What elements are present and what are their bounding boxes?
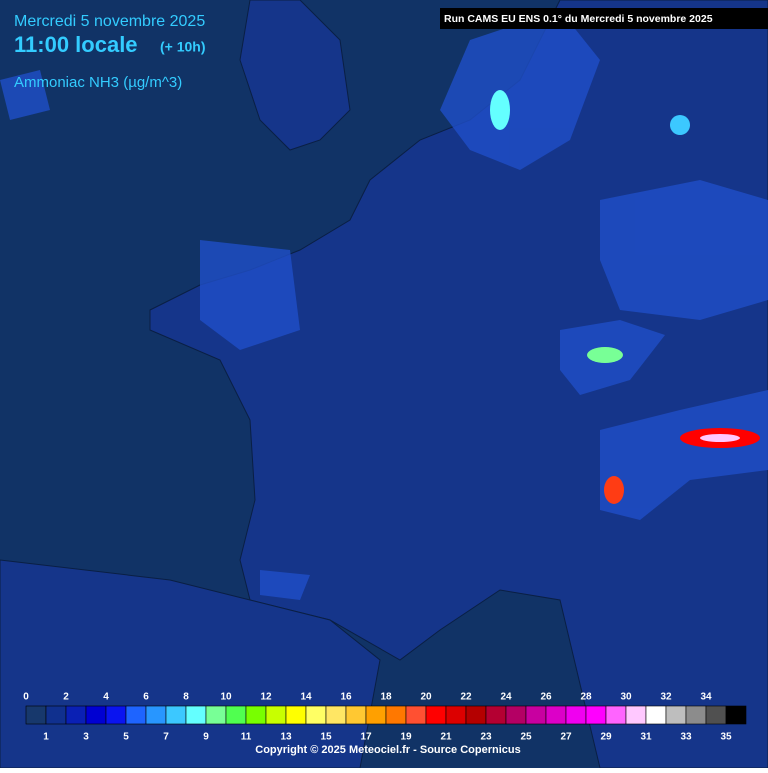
legend-swatch <box>65 705 87 725</box>
legend-label: 5 <box>123 732 129 743</box>
legend-swatch <box>665 705 687 725</box>
legend-swatch <box>365 705 387 725</box>
legend-swatch <box>425 705 447 725</box>
legend-label: 10 <box>220 692 232 703</box>
legend-label: 14 <box>300 692 312 703</box>
legend-label: 26 <box>540 692 552 703</box>
legend-label: 32 <box>660 692 672 703</box>
legend-swatch <box>565 705 587 725</box>
legend-swatch <box>125 705 147 725</box>
legend-label: 30 <box>620 692 632 703</box>
legend-label: 19 <box>400 732 412 743</box>
time: 11:00 locale <box>14 32 138 57</box>
legend-label: 21 <box>440 732 452 743</box>
legend-swatch <box>225 705 247 725</box>
legend-label: 29 <box>600 732 612 743</box>
legend-swatch <box>245 705 267 725</box>
legend-label: 23 <box>480 732 492 743</box>
legend-label: 1 <box>43 732 49 743</box>
legend-label: 28 <box>580 692 592 703</box>
legend-label: 7 <box>163 732 169 743</box>
date: Mercredi 5 novembre 2025 <box>14 13 205 30</box>
hotspots <box>490 90 760 504</box>
legend-label: 15 <box>320 732 332 743</box>
legend-label: 13 <box>280 732 292 743</box>
legend-label: 12 <box>260 692 272 703</box>
legend-label: 9 <box>203 732 209 743</box>
legend: 0123456789101112131415161718192021222324… <box>23 692 747 743</box>
legend-swatch <box>325 705 347 725</box>
variable: Ammoniac NH3 (µg/m^3) <box>14 74 182 91</box>
legend-label: 20 <box>420 692 432 703</box>
legend-swatch <box>725 705 747 725</box>
legend-swatch <box>485 705 507 725</box>
legend-swatch <box>445 705 467 725</box>
legend-swatch <box>645 705 667 725</box>
legend-swatch <box>525 705 547 725</box>
legend-label: 6 <box>143 692 149 703</box>
legend-swatch <box>705 705 727 725</box>
legend-label: 2 <box>63 692 69 703</box>
legend-label: 0 <box>23 692 29 703</box>
legend-label: 33 <box>680 732 692 743</box>
legend-label: 22 <box>460 692 472 703</box>
legend-swatch <box>105 705 127 725</box>
legend-swatch <box>45 705 67 725</box>
legend-swatch <box>585 705 607 725</box>
legend-swatch <box>165 705 187 725</box>
legend-label: 31 <box>640 732 652 743</box>
legend-swatch <box>405 705 427 725</box>
legend-swatch <box>385 705 407 725</box>
legend-label: 34 <box>700 692 712 703</box>
legend-swatch <box>345 705 367 725</box>
legend-label: 8 <box>183 692 189 703</box>
legend-label: 11 <box>241 732 252 743</box>
legend-swatch <box>25 705 47 725</box>
legend-swatch <box>605 705 627 725</box>
legend-label: 4 <box>103 692 109 703</box>
copyright: Copyright © 2025 Meteociel.fr - Source C… <box>255 744 520 756</box>
legend-swatch <box>265 705 287 725</box>
legend-label: 25 <box>520 732 532 743</box>
legend-label: 16 <box>340 692 352 703</box>
legend-swatch <box>285 705 307 725</box>
legend-swatch <box>625 705 647 725</box>
legend-label: 27 <box>560 732 572 743</box>
legend-label: 3 <box>83 732 89 743</box>
legend-swatch <box>85 705 107 725</box>
legend-swatch <box>145 705 167 725</box>
run-info: Run CAMS EU ENS 0.1° du Mercredi 5 novem… <box>444 13 713 25</box>
legend-label: 35 <box>720 732 732 743</box>
legend-label: 24 <box>500 692 512 703</box>
legend-swatch <box>205 705 227 725</box>
legend-swatch <box>505 705 527 725</box>
run-info-box <box>440 8 768 29</box>
legend-swatch <box>185 705 207 725</box>
legend-swatch <box>545 705 567 725</box>
legend-swatch <box>305 705 327 725</box>
legend-swatch <box>465 705 487 725</box>
legend-swatch <box>685 705 707 725</box>
time-offset: (+ 10h) <box>160 39 206 55</box>
legend-label: 17 <box>360 732 372 743</box>
legend-label: 18 <box>380 692 392 703</box>
